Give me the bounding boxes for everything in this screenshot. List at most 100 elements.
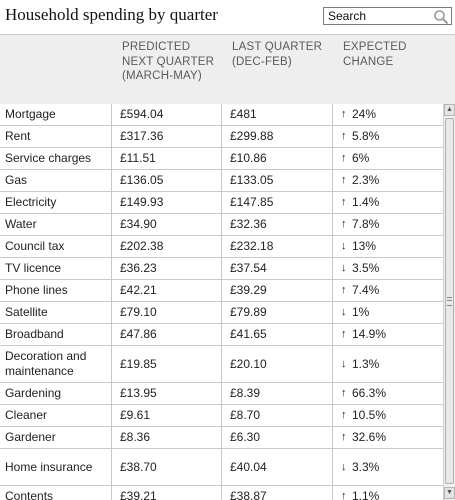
cell-item: Gas [0, 170, 112, 191]
arrow-up-icon: ↑ [341, 130, 347, 142]
cell-item: Satellite [0, 302, 112, 323]
cell-predicted-text: £594.04 [120, 107, 164, 121]
cell-item: Cleaner [0, 405, 112, 426]
table-row: Mortgage £594.04 £481 ↑ 24% [0, 104, 443, 126]
cell-change: ↑ 6% [333, 148, 443, 169]
cell-change-text: 2.3% [352, 173, 380, 187]
cell-predicted-text: £19.85 [120, 356, 157, 371]
table-row: Contents £39.21 £38.87 ↑ 1.1% [0, 486, 443, 500]
grip-icon [447, 297, 452, 306]
cell-predicted-text: £149.93 [120, 195, 164, 209]
cell-last: £232.18 [222, 236, 333, 257]
cell-last-text: £299.88 [230, 129, 274, 143]
column-header-last: LAST QUARTER (DEC-FEB) [232, 41, 323, 68]
cell-last-text: £79.89 [230, 305, 267, 319]
cell-change-text: 32.6% [352, 430, 387, 444]
cell-change: ↑ 7.8% [333, 214, 443, 235]
cell-change-text: 1.3% [352, 356, 380, 371]
cell-item-text: Water [5, 217, 37, 231]
cell-last: £299.88 [222, 126, 333, 147]
cell-predicted-text: £42.21 [120, 283, 157, 297]
arrow-up-icon[interactable]: ▲ [444, 104, 455, 116]
table-row: Gardening £13.95 £8.39 ↑ 66.3% [0, 383, 443, 405]
cell-last-text: £8.70 [230, 408, 261, 422]
cell-last: £133.05 [222, 170, 333, 191]
cell-last-text: £41.65 [230, 327, 267, 341]
cell-item-text: Gardening [5, 386, 62, 400]
cell-predicted: £13.95 [112, 383, 222, 404]
cell-last: £20.10 [222, 346, 333, 382]
cell-item: Contents [0, 486, 112, 500]
cell-predicted: £19.85 [112, 346, 222, 382]
cell-change-text: 6% [352, 151, 370, 165]
cell-last: £8.70 [222, 405, 333, 426]
cell-predicted-text: £38.70 [120, 459, 157, 474]
cell-last: £41.65 [222, 324, 333, 345]
cell-item-text: Decoration and maintenance [5, 349, 87, 378]
cell-last: £40.04 [222, 449, 333, 485]
cell-item: Water [0, 214, 112, 235]
table-row: Water £34.90 £32.36 ↑ 7.8% [0, 214, 443, 236]
cell-last-text: £20.10 [230, 356, 267, 371]
cell-item-text: Gas [5, 173, 28, 187]
cell-predicted: £34.90 [112, 214, 222, 235]
cell-predicted-text: £11.51 [120, 151, 156, 165]
cell-predicted: £39.21 [112, 486, 222, 500]
cell-predicted-text: £39.21 [120, 489, 157, 500]
arrow-up-icon: ↑ [341, 152, 347, 164]
cell-predicted: £36.23 [112, 258, 222, 279]
cell-item-text: Council tax [5, 239, 65, 253]
arrow-up-icon: ↑ [341, 431, 347, 443]
cell-last-text: £232.18 [230, 239, 274, 253]
search-box[interactable] [323, 7, 452, 25]
cell-predicted-text: £47.86 [120, 327, 157, 341]
search-icon[interactable] [433, 9, 449, 25]
cell-predicted-text: £79.10 [120, 305, 157, 319]
table-row: Home insurance £38.70 £40.04 ↓ 3.3% [0, 449, 443, 486]
cell-change: ↑ 2.3% [333, 170, 443, 191]
table-row: Council tax £202.38 £232.18 ↓ 13% [0, 236, 443, 258]
cell-last: £79.89 [222, 302, 333, 323]
cell-item: Service charges [0, 148, 112, 169]
cell-predicted-text: £13.95 [120, 386, 157, 400]
cell-change: ↓ 13% [333, 236, 443, 257]
search-input[interactable] [326, 8, 432, 24]
cell-change-text: 3.5% [352, 261, 380, 275]
cell-item-text: Rent [5, 129, 31, 143]
cell-last: £481 [222, 104, 333, 125]
cell-item: Broadband [0, 324, 112, 345]
cell-change-text: 13% [352, 239, 377, 253]
table-body: Mortgage £594.04 £481 ↑ 24% Rent £317.36 £299.8… [0, 104, 443, 500]
arrow-up-icon: ↑ [341, 328, 347, 340]
cell-item: Gardening [0, 383, 112, 404]
vertical-scrollbar[interactable]: ▲ ▼ [443, 104, 455, 500]
cell-change: ↑ 10.5% [333, 405, 443, 426]
cell-last-text: £37.54 [230, 261, 267, 275]
arrow-down-icon[interactable]: ▼ [444, 487, 455, 499]
cell-last: £10.86 [222, 148, 333, 169]
arrow-up-icon: ↑ [341, 284, 347, 296]
arrow-up-icon: ↑ [341, 387, 347, 399]
column-header-predicted: PREDICTED NEXT QUARTER (MARCH-MAY) [122, 41, 215, 82]
cell-last: £6.30 [222, 427, 333, 448]
cell-last-text: £147.85 [230, 195, 274, 209]
cell-last-text: £8.39 [230, 386, 261, 400]
table-row: Phone lines £42.21 £39.29 ↑ 7.4% [0, 280, 443, 302]
table-row: Service charges £11.51 £10.86 ↑ 6% [0, 148, 443, 170]
scrollbar-thumb[interactable] [445, 118, 454, 484]
column-header-change: EXPECTED CHANGE [343, 41, 407, 68]
cell-item-text: Satellite [5, 305, 48, 319]
cell-predicted: £8.36 [112, 427, 222, 448]
arrow-up-icon: ↑ [341, 174, 347, 186]
cell-change: ↓ 3.3% [333, 449, 443, 485]
table-header: PREDICTED NEXT QUARTER (MARCH-MAY) LAST … [0, 35, 455, 105]
cell-item: Mortgage [0, 104, 112, 125]
cell-predicted: £136.05 [112, 170, 222, 191]
page-title: Household spending by quarter [5, 5, 218, 24]
cell-change-text: 1% [352, 305, 370, 319]
cell-last: £38.87 [222, 486, 333, 500]
arrow-down-icon: ↓ [341, 306, 347, 318]
cell-item: TV licence [0, 258, 112, 279]
cell-predicted-text: £36.23 [120, 261, 157, 275]
cell-change-text: 14.9% [352, 327, 387, 341]
